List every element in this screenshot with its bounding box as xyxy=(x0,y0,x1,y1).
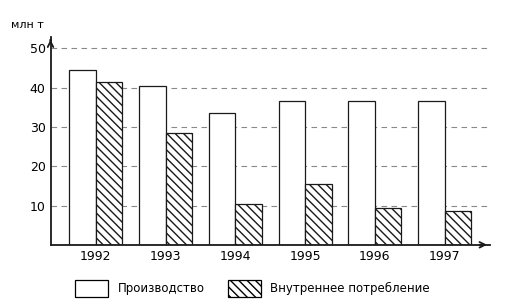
Bar xyxy=(444,211,471,245)
Bar xyxy=(209,113,235,245)
Bar xyxy=(305,184,332,245)
Bar xyxy=(235,203,262,245)
Legend: Производство, Внутреннее потребление: Производство, Внутреннее потребление xyxy=(71,276,434,300)
Bar xyxy=(139,86,166,245)
Bar xyxy=(418,102,444,245)
Bar xyxy=(348,102,375,245)
Bar xyxy=(166,133,192,245)
Bar xyxy=(96,82,122,245)
Bar xyxy=(375,207,401,245)
Bar xyxy=(279,102,305,245)
Bar xyxy=(69,70,96,245)
Text: млн т: млн т xyxy=(11,20,44,30)
